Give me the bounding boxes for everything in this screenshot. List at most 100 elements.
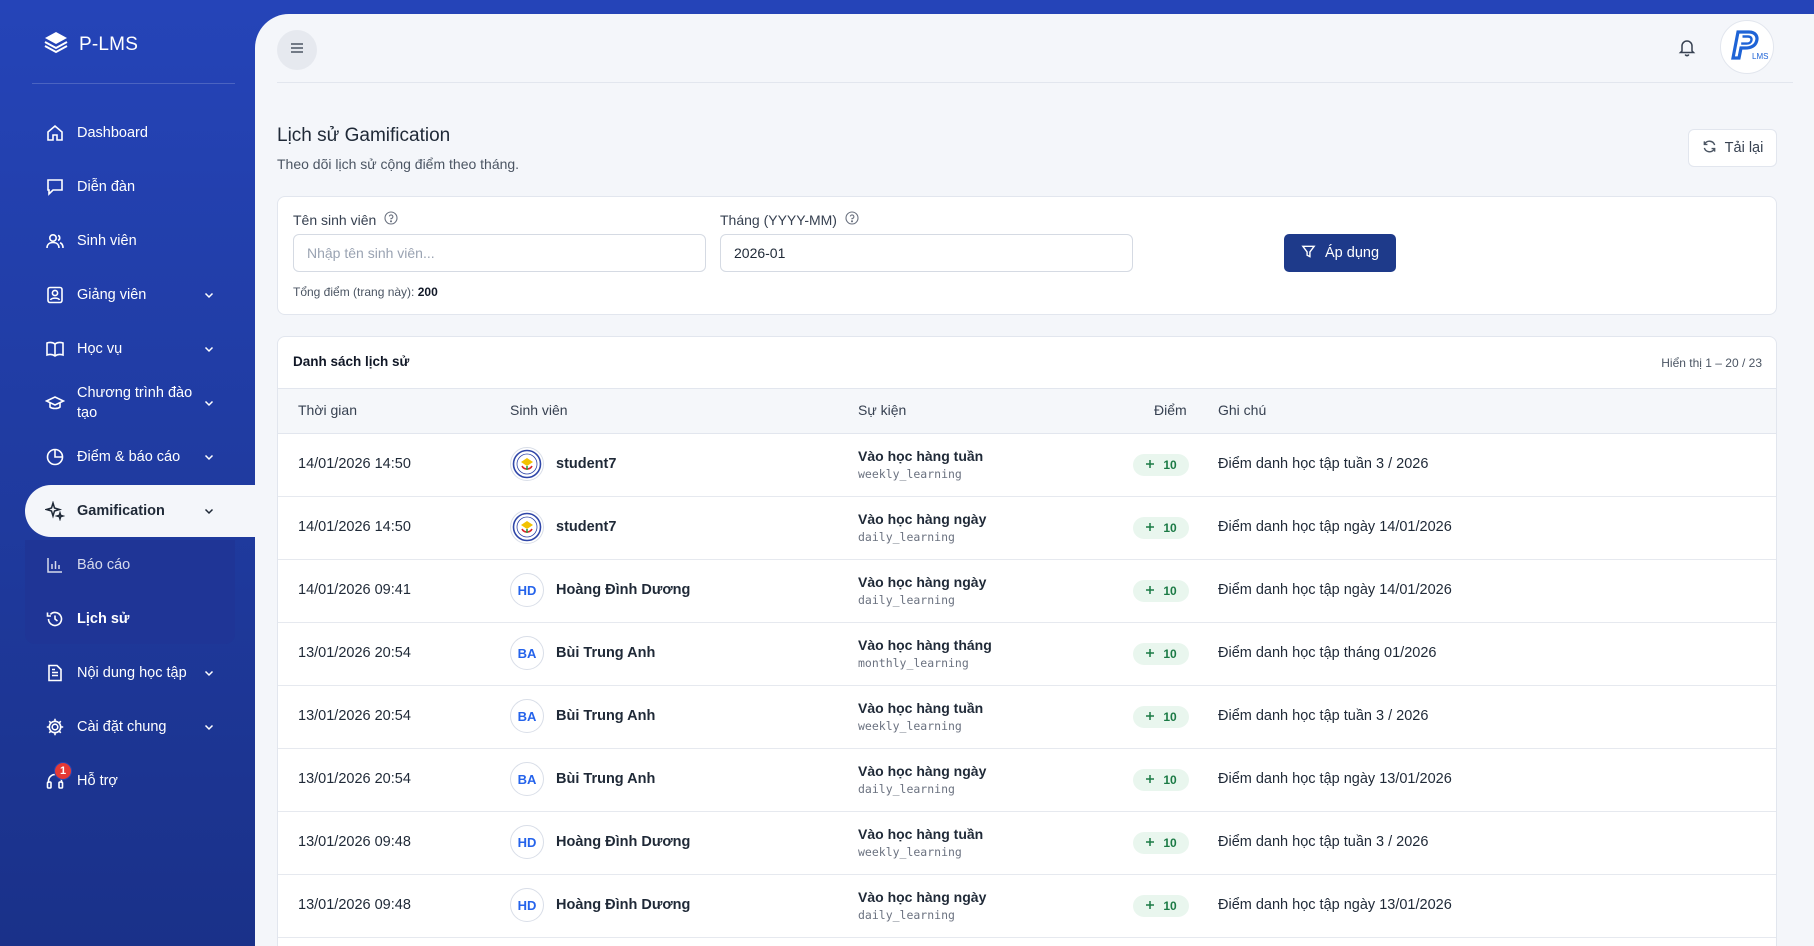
student-name: student7 [556, 456, 617, 472]
column-header-points[interactable]: Điểm [1154, 402, 1187, 418]
points-badge: 10 [1133, 769, 1189, 791]
sidebar-item-gamification[interactable]: Gamification [44, 499, 216, 523]
sidebar-item-label: Học vụ [77, 341, 123, 357]
sidebar-item-content[interactable]: Nội dung học tập [44, 661, 216, 685]
app-name: P-LMS [79, 33, 139, 55]
student-avatar: BA [510, 699, 544, 733]
total-value: 200 [417, 285, 438, 299]
row-student[interactable]: HD Hoàng Đình Dương [510, 573, 690, 607]
pie-chart-icon [44, 446, 66, 468]
row-student[interactable]: HD Hoàng Đình Dương [510, 825, 690, 859]
table-row[interactable]: 13/01/2026 09:48 HD Hoàng Đình Dương Vào… [278, 812, 1776, 875]
table-row[interactable]: 13/01/2026 09:48 HD Hoàng Đình Dương Vào… [278, 875, 1776, 938]
column-header-note[interactable]: Ghi chú [1218, 402, 1267, 418]
sidebar-item-students[interactable]: Sinh viên [44, 229, 216, 253]
sidebar-item-report[interactable]: Báo cáo [44, 553, 216, 577]
graduation-cap-icon [44, 392, 66, 414]
row-note: Điểm danh học tập ngày 13/01/2026 [1218, 897, 1452, 913]
sidebar-item-dashboard[interactable]: Dashboard [44, 121, 216, 145]
column-header-student[interactable]: Sinh viên [510, 402, 568, 418]
sidebar-item-grades[interactable]: Điểm & báo cáo [44, 445, 216, 469]
event-name: Vào học hàng tháng [858, 637, 992, 653]
row-event: Vào học hàng tháng monthly_learning [858, 637, 992, 670]
row-student[interactable]: HD Hoàng Đình Dương [510, 888, 690, 922]
school-logo-avatar [510, 510, 544, 544]
student-name: Bùi Trung Anh [556, 771, 656, 787]
sidebar-item-history[interactable]: Lịch sử [44, 607, 216, 631]
help-circle-icon[interactable] [384, 211, 398, 228]
points-badge: 10 [1133, 895, 1189, 917]
student-name: Hoàng Đình Dương [556, 897, 691, 913]
table-body: 14/01/2026 14:50 student7 Vào học hàng t… [278, 434, 1776, 938]
school-logo-avatar [510, 447, 544, 481]
row-student[interactable]: BA Bùi Trung Anh [510, 762, 655, 796]
book-icon [44, 338, 66, 360]
points-value: 10 [1163, 710, 1177, 724]
plus-icon [1145, 773, 1155, 787]
month-label-text: Tháng (YYYY-MM) [720, 211, 837, 228]
hamburger-icon [289, 40, 305, 61]
sidebar-item-academic[interactable]: Học vụ [44, 337, 216, 361]
help-circle-icon[interactable] [845, 211, 859, 228]
points-value: 10 [1163, 584, 1177, 598]
column-header-time[interactable]: Thời gian [298, 402, 357, 418]
student-name: Hoàng Đình Dương [556, 582, 691, 598]
student-name-input[interactable] [293, 234, 706, 272]
chat-icon [44, 176, 66, 198]
sidebar-item-settings[interactable]: Cài đặt chung [44, 715, 216, 739]
table-row[interactable]: 14/01/2026 09:41 HD Hoàng Đình Dương Vào… [278, 560, 1776, 623]
reload-button[interactable]: Tải lại [1688, 129, 1777, 167]
event-code: daily_learning [858, 908, 955, 922]
points-value: 10 [1163, 899, 1177, 913]
chevron-down-icon [202, 666, 216, 680]
row-time: 14/01/2026 14:50 [298, 519, 411, 535]
divider [32, 83, 235, 84]
table-row[interactable]: 13/01/2026 20:54 BA Bùi Trung Anh Vào họ… [278, 686, 1776, 749]
brand[interactable]: P-LMS [43, 30, 138, 59]
row-student[interactable]: BA Bùi Trung Anh [510, 636, 655, 670]
sidebar-item-lecturers[interactable]: Giảng viên [44, 283, 216, 307]
support-notification-badge: 1 [54, 762, 72, 780]
sidebar-item-label: Dashboard [77, 125, 148, 141]
document-icon [44, 662, 66, 684]
row-note: Điểm danh học tập tuần 3 / 2026 [1218, 834, 1429, 850]
event-code: weekly_learning [858, 719, 962, 733]
table-row[interactable]: 13/01/2026 20:54 BA Bùi Trung Anh Vào họ… [278, 749, 1776, 812]
chevron-down-icon [202, 288, 216, 302]
month-input[interactable] [720, 234, 1133, 272]
points-badge: 10 [1133, 832, 1189, 854]
row-student[interactable]: student7 [510, 447, 616, 481]
row-student[interactable]: BA Bùi Trung Anh [510, 699, 655, 733]
row-event: Vào học hàng ngày daily_learning [858, 511, 986, 544]
table-row[interactable]: 14/01/2026 14:50 student7 Vào học hàng n… [278, 497, 1776, 560]
column-header-event[interactable]: Sự kiện [858, 402, 907, 418]
svg-text:LMS: LMS [1752, 52, 1768, 61]
sidebar-item-support[interactable]: Hỗ trợ [44, 769, 216, 793]
topbar: LMS [277, 14, 1793, 83]
points-value: 10 [1163, 836, 1177, 850]
row-event: Vào học hàng ngày daily_learning [858, 889, 986, 922]
sidebar-item-forum[interactable]: Diễn đàn [44, 175, 216, 199]
table-row[interactable]: 13/01/2026 20:54 BA Bùi Trung Anh Vào họ… [278, 623, 1776, 686]
sidebar-item-label: Điểm & báo cáo [77, 449, 181, 465]
row-student[interactable]: student7 [510, 510, 616, 544]
row-event: Vào học hàng ngày daily_learning [858, 574, 986, 607]
event-code: daily_learning [858, 782, 955, 796]
sidebar-item-label: Sinh viên [77, 233, 137, 249]
sidebar-item-programs[interactable]: Chương trình đào tạo [44, 381, 216, 425]
event-name: Vào học hàng ngày [858, 574, 987, 590]
month-label: Tháng (YYYY-MM) [720, 211, 859, 228]
points-badge: 10 [1133, 580, 1189, 602]
user-avatar[interactable]: LMS [1720, 20, 1774, 74]
event-name: Vào học hàng tuần [858, 826, 984, 842]
total-label: Tổng điểm (trang này): [293, 285, 415, 299]
points-badge: 10 [1133, 454, 1189, 476]
school-emblem-icon [512, 449, 542, 479]
notification-bell-button[interactable] [1675, 37, 1699, 61]
row-event: Vào học hàng tuần weekly_learning [858, 826, 983, 859]
apply-filter-button[interactable]: Áp dụng [1284, 234, 1396, 272]
menu-toggle-button[interactable] [277, 30, 317, 70]
points-value: 10 [1163, 521, 1177, 535]
plus-icon [1145, 899, 1155, 913]
table-row[interactable]: 14/01/2026 14:50 student7 Vào học hàng t… [278, 434, 1776, 497]
